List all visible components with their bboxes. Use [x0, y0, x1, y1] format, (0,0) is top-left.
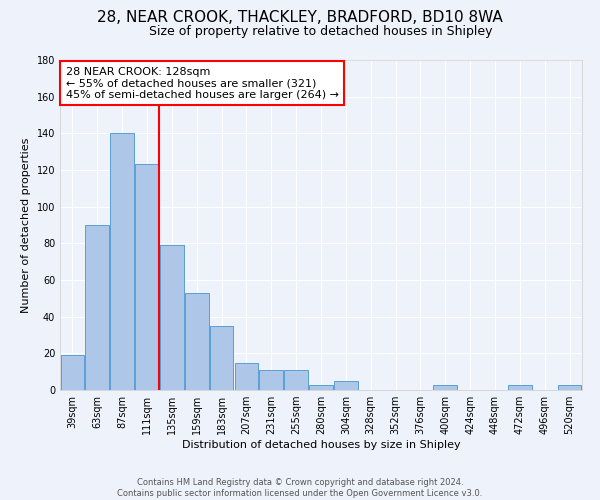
Text: 28 NEAR CROOK: 128sqm
← 55% of detached houses are smaller (321)
45% of semi-det: 28 NEAR CROOK: 128sqm ← 55% of detached … — [66, 66, 339, 100]
Bar — [110, 134, 134, 390]
Bar — [334, 381, 358, 390]
Bar — [508, 384, 532, 390]
Bar — [558, 384, 581, 390]
Bar — [85, 225, 109, 390]
Bar — [235, 362, 258, 390]
Bar — [284, 370, 308, 390]
Bar — [61, 355, 84, 390]
Bar — [433, 384, 457, 390]
Bar — [185, 293, 209, 390]
Y-axis label: Number of detached properties: Number of detached properties — [21, 138, 31, 312]
Bar — [309, 384, 333, 390]
Title: Size of property relative to detached houses in Shipley: Size of property relative to detached ho… — [149, 25, 493, 38]
Bar — [210, 326, 233, 390]
Text: Contains HM Land Registry data © Crown copyright and database right 2024.
Contai: Contains HM Land Registry data © Crown c… — [118, 478, 482, 498]
Bar — [135, 164, 159, 390]
Text: 28, NEAR CROOK, THACKLEY, BRADFORD, BD10 8WA: 28, NEAR CROOK, THACKLEY, BRADFORD, BD10… — [97, 10, 503, 25]
Bar — [259, 370, 283, 390]
Bar — [160, 245, 184, 390]
X-axis label: Distribution of detached houses by size in Shipley: Distribution of detached houses by size … — [182, 440, 460, 450]
